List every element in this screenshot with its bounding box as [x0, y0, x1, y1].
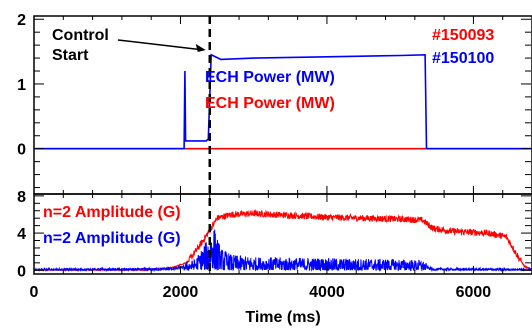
y-tick-label: 4 — [17, 226, 26, 243]
label-layer: 0 1 2 ECH Power (MW) ECH Power (MW) 0 4 8 n=2 Am… — [17, 12, 494, 326]
y-tick-label: 0 — [17, 142, 26, 159]
series-line-top-blue — [34, 53, 532, 150]
plot-layer — [33, 16, 532, 274]
shot-label-blue: #150100 — [432, 50, 494, 67]
series-label-blue-ech: ECH Power (MW) — [205, 69, 335, 86]
x-tick-label: 6000 — [456, 284, 492, 301]
series-label-blue-amp: n=2 Amplitude (G) — [43, 230, 181, 247]
y-tick-label: 8 — [17, 189, 26, 206]
series-label-red-amp: n=2 Amplitude (G) — [43, 204, 181, 221]
y-tick-label: 0 — [17, 263, 26, 280]
series-label-red-ech: ECH Power (MW) — [205, 95, 335, 112]
y-tick-label: 1 — [17, 77, 26, 94]
x-tick-label: 4000 — [309, 284, 345, 301]
control-start-arrow-head — [195, 44, 206, 52]
control-start-arrow — [117, 39, 204, 51]
x-axis-label: Time (ms) — [245, 309, 320, 326]
tick-layer — [33, 16, 532, 274]
x-tick-label: 0 — [30, 284, 39, 301]
control-start-label: Control Start — [52, 27, 109, 64]
bottom-panel-frame — [33, 193, 532, 275]
y-tick-label: 2 — [17, 12, 26, 29]
series-line-bottom-blue — [33, 229, 532, 273]
shot-label-red: #150093 — [432, 27, 494, 44]
x-tick-label: 2000 — [163, 284, 199, 301]
